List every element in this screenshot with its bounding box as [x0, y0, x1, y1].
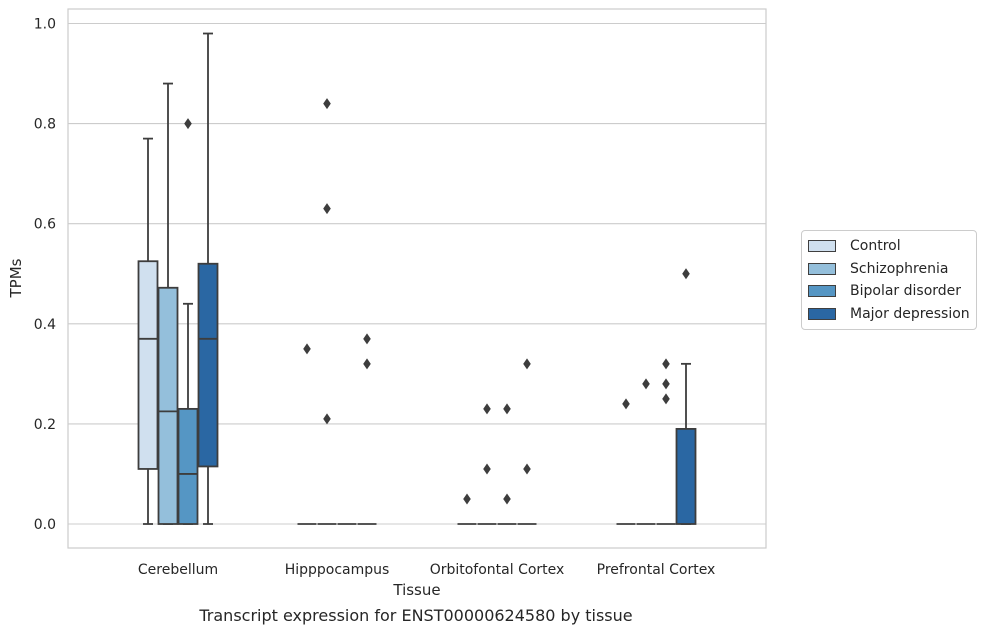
plot-frame: [67, 8, 767, 549]
legend-item: Control: [808, 235, 970, 258]
box: [517, 358, 537, 525]
outlier-point: [642, 378, 650, 390]
legend-swatch: [808, 240, 836, 253]
x-tick-label: Orbitofontal Cortex: [430, 562, 565, 578]
outlier-point: [323, 203, 331, 215]
series-major-depression: [197, 32, 697, 525]
legend-item: Major depression: [808, 303, 970, 326]
legend-swatch: [808, 307, 836, 320]
series-bipolar-disorder: [177, 118, 676, 525]
outlier-point: [463, 493, 471, 505]
box: [157, 82, 179, 525]
x-axis-ticks: Cerebellum Hipppocampus Orbitofontal Corte…: [138, 562, 715, 578]
box: [137, 137, 159, 525]
chart-caption: Transcript expression for ENST0000062458…: [199, 606, 633, 625]
outlier-point: [523, 358, 531, 370]
outlier-point: [503, 403, 511, 415]
series-control: [137, 137, 636, 525]
outlier-point: [622, 398, 630, 410]
x-tick-label: Cerebellum: [138, 562, 218, 578]
x-axis-label: Tissue: [392, 581, 440, 599]
legend-label: Bipolar disorder: [850, 283, 962, 300]
box: [197, 32, 219, 525]
legend-swatch: [808, 285, 836, 298]
box-body: [675, 428, 697, 525]
y-tick-label: 0.0: [34, 517, 56, 533]
outlier-point: [323, 98, 331, 110]
legend-label: Control: [850, 238, 901, 255]
outlier-point: [483, 463, 491, 475]
legend-item: Bipolar disorder: [808, 280, 970, 303]
box: [357, 333, 377, 525]
box: [457, 493, 477, 525]
y-tick-label: 0.2: [34, 417, 56, 433]
outlier-point: [363, 333, 371, 345]
box-body: [177, 407, 199, 525]
y-axis-label: TPMs: [7, 258, 25, 298]
y-tick-label: 0.4: [34, 317, 56, 333]
legend-label: Major depression: [850, 305, 970, 322]
y-tick-label: 0.8: [34, 117, 56, 133]
outlier-point: [184, 118, 192, 130]
outlier-point: [523, 463, 531, 475]
outlier-point: [682, 268, 690, 280]
box-body: [157, 286, 179, 525]
box: [636, 378, 656, 525]
outlier-point: [662, 358, 670, 370]
y-tick-label: 1.0: [34, 17, 56, 33]
legend: Control Schizophrenia Bipolar disorder Majo…: [801, 230, 977, 330]
legend-swatch: [808, 262, 836, 275]
box-body: [137, 260, 159, 470]
outlier-point: [483, 403, 491, 415]
box-series: [137, 32, 697, 525]
legend-label: Schizophrenia: [850, 260, 949, 277]
box: [616, 398, 636, 525]
outlier-point: [323, 413, 331, 425]
box: [497, 403, 517, 525]
box: [297, 343, 317, 525]
outlier-point: [303, 343, 311, 355]
box-body: [197, 262, 219, 468]
x-tick-label: Prefrontal Cortex: [597, 562, 716, 578]
outlier-point: [662, 393, 670, 405]
legend-item: Schizophrenia: [808, 258, 970, 281]
outlier-point: [503, 493, 511, 505]
x-tick-label: Hipppocampus: [285, 562, 390, 578]
box: [177, 118, 199, 525]
series-schizophrenia: [157, 82, 656, 525]
box: [675, 268, 697, 525]
outlier-point: [662, 378, 670, 390]
box: [477, 403, 497, 525]
y-axis-ticks: 0.0 0.2 0.4 0.6 0.8 1.0: [34, 17, 56, 534]
y-tick-label: 0.6: [34, 217, 56, 233]
box: [317, 98, 337, 525]
box: [656, 358, 676, 525]
outlier-point: [363, 358, 371, 370]
